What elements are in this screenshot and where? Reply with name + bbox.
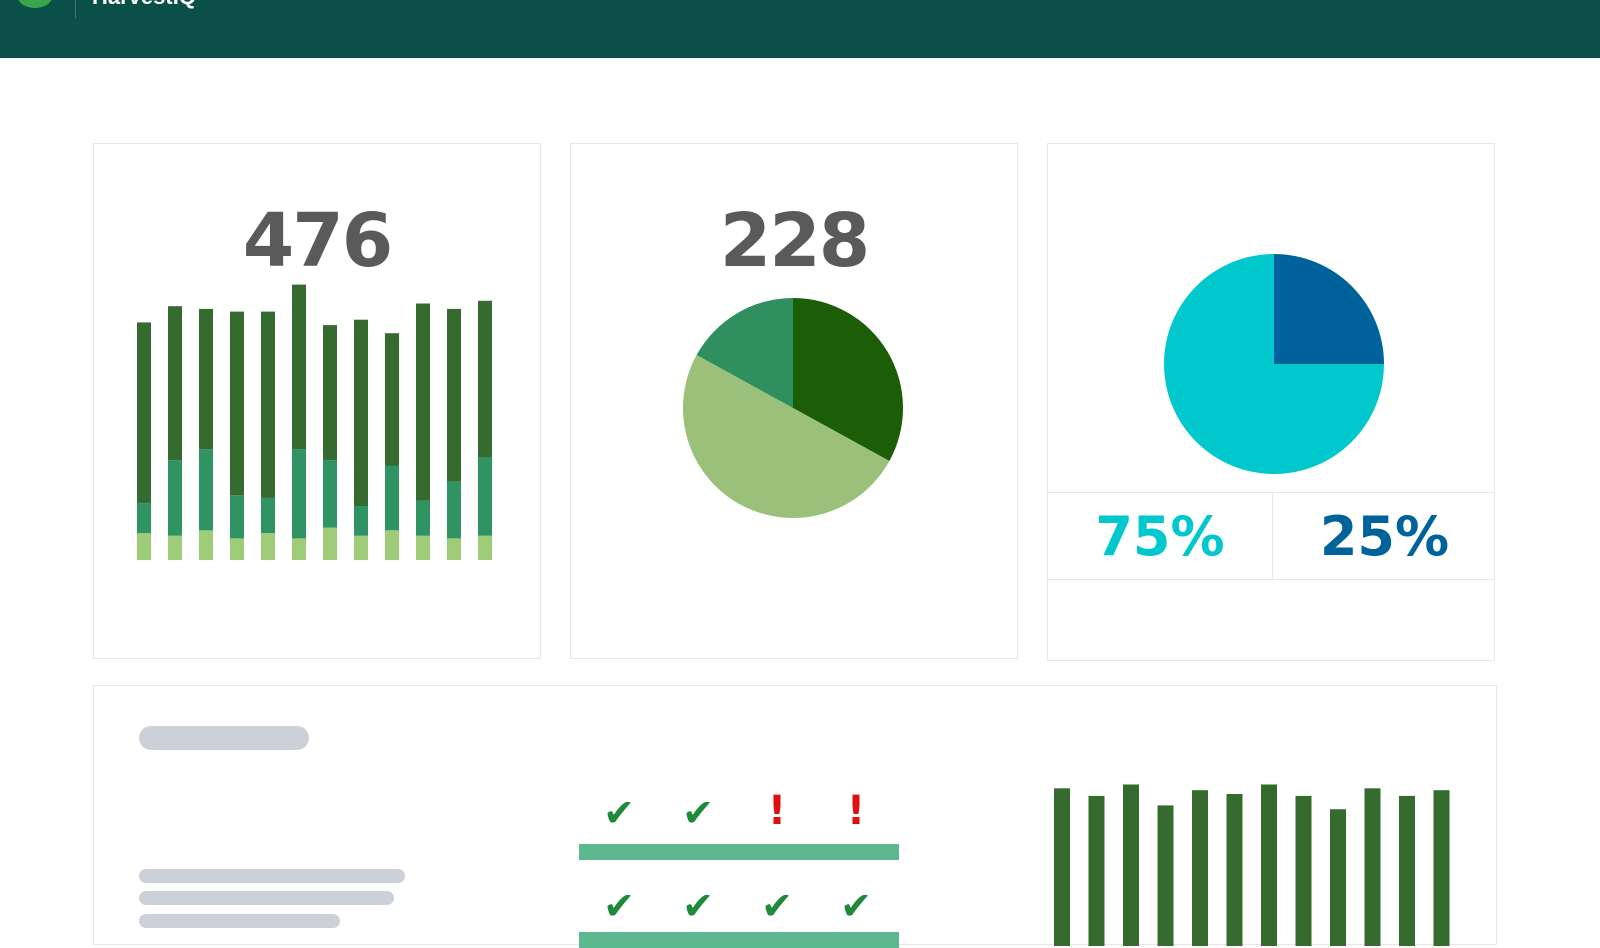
bar [1399, 795, 1415, 946]
stacked-bar-segment [230, 495, 244, 539]
bar [1192, 790, 1208, 946]
pie-slice [683, 355, 890, 518]
check-icon: ✔ [603, 884, 635, 928]
stacked-bar-chart [137, 284, 492, 560]
bar [1295, 795, 1312, 946]
green-pie-chart [683, 298, 903, 518]
stacked-bars-card: 476 [93, 143, 541, 659]
stacked-bar-segment [385, 333, 399, 466]
stacked-bar-segment [447, 308, 461, 482]
stacked-bar-segment [137, 533, 151, 560]
header-divider [75, 0, 76, 18]
stacked-bar-segment [354, 506, 368, 536]
stacked-bar-segment [354, 535, 368, 560]
bottom-bar-chart [1054, 784, 1450, 946]
bar [1226, 794, 1243, 946]
pie-slice [1164, 254, 1384, 474]
stacked-bar-segment [323, 527, 337, 560]
pie-card: 228 [570, 143, 1018, 659]
brand-name[interactable]: HarvestIQ [92, 0, 196, 8]
stacked-bar-segment [230, 538, 244, 560]
check-row-divider [579, 844, 899, 860]
bars-total-number: 476 [242, 198, 393, 284]
stacked-bar-segment [416, 500, 430, 536]
split-divider [1272, 493, 1273, 579]
check-icon: ✔ [682, 884, 714, 928]
stacked-bar-segment [447, 481, 461, 539]
stacked-bar-segment [199, 449, 213, 531]
bar [1364, 788, 1381, 946]
stacked-bar-segment [168, 306, 182, 461]
stacked-bar-segment [137, 503, 151, 533]
stacked-bar-segment [199, 308, 213, 450]
bar [1054, 788, 1070, 946]
left-percent-label: 75% [1095, 504, 1225, 568]
check-icon: ✔ [761, 884, 793, 928]
bar [1433, 790, 1450, 946]
stacked-bar-segment [292, 284, 306, 450]
stacked-bar-segment [292, 449, 306, 539]
stacked-bar-segment [261, 311, 275, 498]
check-icon: ✔ [603, 791, 635, 835]
stacked-bar-segment [168, 460, 182, 536]
bottom-summary-card: ✔ ✔ ! ! ✔ ✔ ✔ ✔ [93, 685, 1497, 948]
leaf-logo-icon[interactable] [18, 0, 52, 8]
pie-slice [793, 298, 903, 461]
bar [1330, 809, 1346, 946]
exclamation-icon: ! [846, 788, 866, 834]
title-placeholder [139, 726, 309, 750]
top-header-bar: HarvestIQ [0, 0, 1600, 58]
bar [1261, 784, 1277, 946]
text-line-placeholder [139, 869, 405, 883]
stacked-bar-segment [261, 497, 275, 533]
stacked-bar-segment [478, 457, 492, 536]
exclamation-icon: ! [767, 788, 787, 834]
split-card: 75% 25% [1047, 143, 1495, 661]
stacked-bar-segment [478, 535, 492, 560]
stacked-bar-segment [199, 530, 213, 560]
stacked-bar-segment [261, 533, 275, 560]
stacked-bar-segment [385, 465, 399, 531]
pie-total-number: 228 [719, 198, 870, 284]
stacked-bar-segment [416, 535, 430, 560]
stacked-bar-segment [447, 538, 461, 560]
right-percent-label: 25% [1319, 504, 1450, 568]
split-values-row: 75% 25% [1048, 492, 1494, 580]
pie-slice [1274, 254, 1384, 364]
stacked-bar-segment [385, 530, 399, 560]
stacked-bar-segment [168, 535, 182, 560]
stacked-bar-segment [323, 460, 337, 528]
stacked-bar-segment [416, 303, 430, 501]
stacked-bar-segment [323, 325, 337, 461]
text-line-placeholder [139, 914, 340, 928]
bar [1157, 805, 1174, 946]
check-icon: ✔ [840, 884, 872, 928]
bar [1088, 795, 1105, 946]
stacked-bar-segment [478, 300, 492, 458]
pie-slice [696, 298, 793, 408]
check-icon: ✔ [682, 791, 714, 835]
stacked-bar-segment [137, 322, 151, 504]
stacked-bar-segment [230, 311, 244, 496]
text-line-placeholder [139, 891, 394, 905]
stacked-bar-segment [292, 538, 306, 560]
bar [1123, 784, 1139, 946]
blue-pie-chart [1164, 254, 1384, 474]
stacked-bar-segment [354, 319, 368, 506]
check-row-divider [579, 932, 899, 948]
